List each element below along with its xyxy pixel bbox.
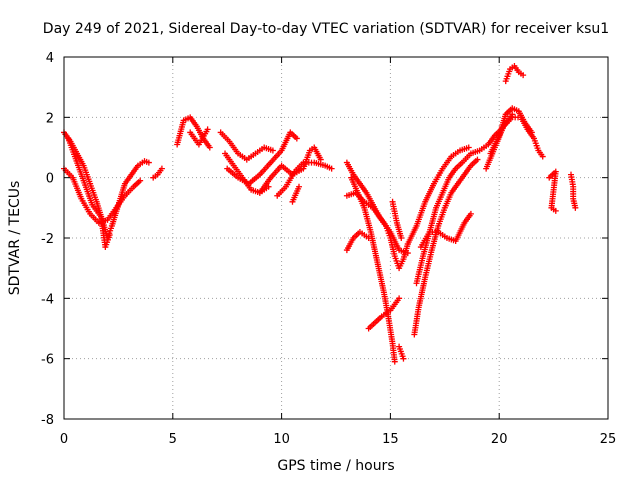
data-point	[145, 159, 152, 166]
x-tick-label: 5	[169, 432, 177, 447]
data-point	[328, 165, 335, 172]
data-point	[391, 358, 398, 365]
data-point	[528, 129, 535, 136]
data-point	[158, 165, 165, 172]
data-point	[474, 156, 481, 163]
data-point	[400, 355, 407, 362]
y-tick-label: 0	[46, 172, 54, 187]
data-point	[465, 144, 472, 151]
data-point	[293, 135, 300, 142]
data-point	[398, 235, 405, 241]
data-point	[572, 204, 579, 211]
y-tick-label: -8	[41, 413, 54, 428]
data-point	[396, 295, 403, 302]
x-tick-label: 20	[491, 432, 508, 447]
y-tick-label: -6	[41, 353, 54, 368]
data-point	[106, 231, 113, 238]
chart-title: Day 249 of 2021, Sidereal Day-to-day VTE…	[43, 21, 609, 37]
y-tick-label: 4	[46, 51, 54, 66]
data-point	[552, 207, 559, 214]
x-tick-label: 0	[60, 432, 68, 447]
y-axis-title: SDTVAR / TECUs	[7, 181, 23, 296]
data-point	[296, 183, 303, 190]
x-axis-title: GPS time / hours	[277, 458, 394, 474]
data-point	[204, 126, 211, 133]
y-tick-label: -2	[41, 232, 54, 247]
data-point	[365, 235, 372, 241]
data-point	[520, 72, 527, 79]
data-points	[61, 63, 579, 365]
axis-ticks: 0 5 10 15 20 25 -8 -6 -4 -2 0 2 4	[41, 51, 616, 447]
data-point	[137, 177, 144, 184]
data-point	[539, 153, 546, 160]
x-tick-label: 25	[600, 432, 617, 447]
x-tick-label: 15	[382, 432, 399, 447]
data-point	[404, 250, 411, 257]
y-tick-label: -4	[41, 292, 54, 307]
data-point	[206, 144, 213, 151]
x-tick-label: 10	[273, 432, 290, 447]
y-tick-label: 2	[46, 111, 54, 126]
data-point	[467, 210, 474, 217]
data-point	[269, 147, 276, 154]
